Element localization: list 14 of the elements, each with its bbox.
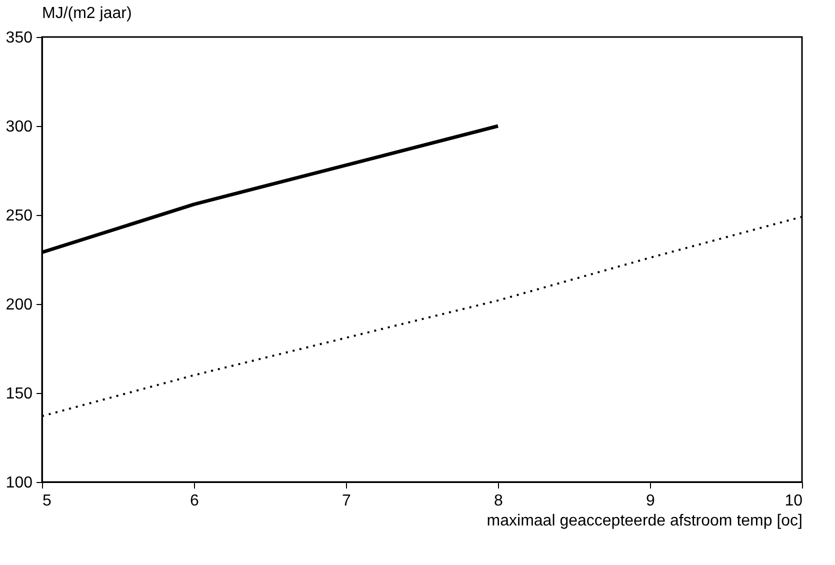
x-tick-label: 10 [784,492,803,510]
y-tick-label: 200 [6,296,33,314]
x-tick-label: 9 [646,492,656,510]
x-tick-label: 6 [190,492,200,510]
chart-title: MJ/(m2 jaar) [42,5,132,22]
x-tick-label: 8 [494,492,504,510]
x-tick-label: 5 [42,492,52,510]
y-tick-label: 350 [6,30,33,46]
x-tick-label: 7 [342,492,352,510]
y-tick-label: 250 [6,208,33,224]
y-tick-label: 300 [6,118,33,136]
x-axis-title: maximaal geaccepteerde afstroom temp [oc] [486,512,802,530]
y-tick-label: 150 [6,386,33,402]
y-tick-label: 100 [6,474,33,492]
